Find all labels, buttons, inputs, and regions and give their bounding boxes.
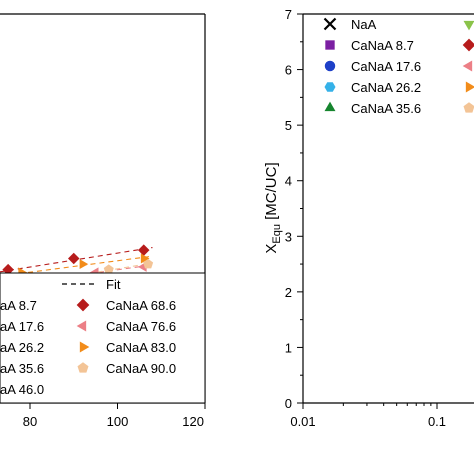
left-panel: Fit aA 8.7 aA 17.6 aA 26.2 aA 35.6 aA 46.0 Ca… xyxy=(0,13,206,429)
data-point-9-2 xyxy=(103,264,114,274)
right-x-tick-label-1: 0.1 xyxy=(428,414,446,429)
right-y-tick-label-6: 6 xyxy=(285,63,292,78)
right-legend-marker-0 xyxy=(323,17,337,31)
right-y-axis-label-rest: [MC/UC] xyxy=(263,162,280,224)
right-legend-label-1: CaNaA 8.7 xyxy=(351,38,414,53)
right-legend-col2-marker-1 xyxy=(462,38,474,52)
left-legend-marker-8 xyxy=(77,362,89,373)
left-legend-box xyxy=(0,272,206,404)
right-legend-marker-3 xyxy=(324,82,336,92)
left-legend-marker-7 xyxy=(79,341,90,353)
right-y-tick-label-5: 5 xyxy=(285,118,292,133)
left-x-tick-label-1: 100 xyxy=(107,414,129,429)
right-y-tick-label-3: 3 xyxy=(285,229,292,244)
right-legend-label-2: CaNaA 17.6 xyxy=(351,59,421,74)
left-legend-label-6: CaNaA 76.6 xyxy=(106,319,176,334)
right-legend-label-4: CaNaA 35.6 xyxy=(351,101,421,116)
left-legend-fit-label: Fit xyxy=(106,277,121,292)
left-legend-label-7: CaNaA 83.0 xyxy=(106,340,176,355)
data-point-8-3 xyxy=(140,253,150,264)
left-legend-label-0: aA 8.7 xyxy=(0,298,37,313)
left-legend-label-5: CaNaA 68.6 xyxy=(106,298,176,313)
left-legend-label-4: aA 46.0 xyxy=(0,382,44,397)
right-y-tick-label-1: 1 xyxy=(285,340,292,355)
right-x-ticks: 0.01 0.1 xyxy=(290,403,446,429)
right-panel: 0 1 2 3 4 5 6 7 0.01 0.1 XEqu [MC/UC] NaA CaNaA 8… xyxy=(263,7,474,429)
right-y-tick-label-4: 4 xyxy=(285,174,292,189)
right-y-ticks: 0 1 2 3 4 5 6 7 xyxy=(285,7,303,411)
right-x-tick-label-0: 0.01 xyxy=(290,414,315,429)
right-legend-col2-marker-2 xyxy=(462,60,473,72)
right-y-axis-label: XEqu [MC/UC] xyxy=(263,162,283,253)
fit-line-8 xyxy=(0,255,153,277)
left-legend-marker-5 xyxy=(76,298,90,312)
left-x-ticks: 80 100 120 xyxy=(23,403,206,429)
right-y-tick-label-0: 0 xyxy=(285,396,292,411)
left-legend-label-8: CaNaA 90.0 xyxy=(106,361,176,376)
right-legend-marker-2 xyxy=(324,60,336,72)
left-legend-label-2: aA 26.2 xyxy=(0,340,44,355)
left-legend-label-3: aA 35.6 xyxy=(0,361,44,376)
right-y-axis-label-main: X xyxy=(263,244,280,254)
right-legend-col2-marker-3 xyxy=(465,81,474,93)
left-legend-entries: aA 8.7 aA 17.6 aA 26.2 aA 35.6 aA 46.0 CaNaA … xyxy=(0,298,176,397)
right-y-axis-label-sub: Equ xyxy=(271,224,283,244)
left-x-tick-label-0: 80 xyxy=(23,414,37,429)
right-legend-col2-marker-0 xyxy=(463,20,474,31)
right-y-tick-label-7: 7 xyxy=(285,7,292,22)
left-legend-label-1: aA 17.6 xyxy=(0,319,44,334)
right-legend-label-0: NaA xyxy=(351,17,377,32)
data-point-6-3 xyxy=(138,244,150,256)
right-y-tick-label-2: 2 xyxy=(285,285,292,300)
left-x-tick-label-2: 120 xyxy=(182,414,204,429)
right-legend-marker-4 xyxy=(324,101,336,112)
left-legend-marker-6 xyxy=(76,320,87,332)
data-point-6-2 xyxy=(68,252,80,265)
data-point-8-2 xyxy=(79,259,89,270)
right-legend-marker-1 xyxy=(325,40,335,50)
right-legend: NaA CaNaA 8.7 CaNaA 17.6 CaNaA 26.2 CaNaA 35… xyxy=(323,17,474,116)
data-point-9-3 xyxy=(143,258,154,269)
right-legend-label-3: CaNaA 26.2 xyxy=(351,80,421,95)
right-legend-col2-marker-4 xyxy=(463,102,474,113)
